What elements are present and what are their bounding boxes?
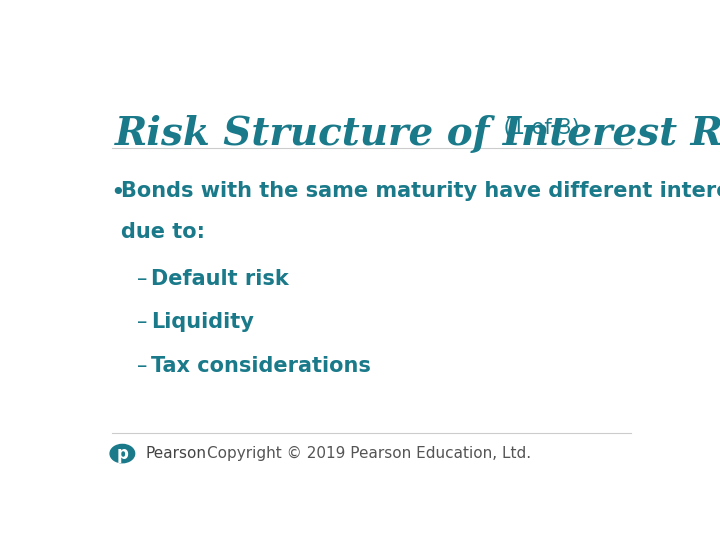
Text: Default risk: Default risk xyxy=(151,268,289,288)
Text: Copyright © 2019 Pearson Education, Ltd.: Copyright © 2019 Pearson Education, Ltd. xyxy=(207,446,531,461)
Circle shape xyxy=(110,444,135,463)
Text: p: p xyxy=(117,444,128,463)
Text: •: • xyxy=(111,181,125,205)
Text: –: – xyxy=(138,268,148,288)
Text: Bonds with the same maturity have different interest rates: Bonds with the same maturity have differ… xyxy=(121,181,720,201)
Text: Tax considerations: Tax considerations xyxy=(151,356,372,376)
Text: Pearson: Pearson xyxy=(145,446,207,461)
Text: Liquidity: Liquidity xyxy=(151,312,254,332)
Text: due to:: due to: xyxy=(121,222,204,242)
Text: –: – xyxy=(138,312,148,332)
Text: Risk Structure of Interest Rates: Risk Structure of Interest Rates xyxy=(115,114,720,153)
Text: (1 of 3): (1 of 3) xyxy=(498,118,580,138)
Text: –: – xyxy=(138,356,148,376)
